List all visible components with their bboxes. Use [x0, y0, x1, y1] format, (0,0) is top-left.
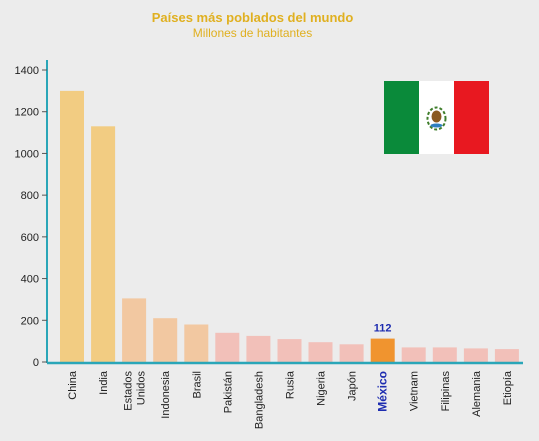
y-tick-label: 600	[21, 232, 39, 244]
coat-of-arms-wreath-icon	[426, 106, 447, 131]
bars	[60, 90, 519, 363]
x-tick-label: Pakistán	[222, 371, 234, 413]
x-tick-label: India	[98, 370, 110, 395]
y-tick-label: 200	[21, 315, 39, 327]
bar-etiopía	[494, 349, 519, 362]
data-label-mexico: 112	[374, 323, 392, 335]
x-tick-label: México	[376, 371, 390, 412]
bar-nigeria	[308, 342, 333, 362]
axes	[46, 60, 523, 365]
coat-of-arms-lake-icon	[430, 123, 443, 128]
bar-bangladesh	[246, 335, 271, 362]
x-tick-label: China	[67, 370, 79, 400]
x-tick-label: Indonesia	[160, 370, 172, 419]
y-tick-label: 400	[21, 274, 39, 286]
coat-of-arms-eagle-icon	[431, 110, 442, 123]
x-tick-label: Brasil	[191, 371, 203, 399]
y-tick-label: 1200	[15, 107, 39, 119]
x-tick-label: Etiopía	[502, 370, 514, 405]
bar-rusia	[277, 339, 302, 362]
x-tick-label: Filipinas	[440, 371, 452, 412]
y-tick-label: 800	[21, 190, 39, 202]
x-tick-label: Nigeria	[316, 370, 328, 406]
x-tick-label: Bangladesh	[253, 371, 265, 429]
x-tick-label: Rusia	[285, 370, 297, 399]
chart-title: Países más poblados del mundo	[151, 10, 354, 25]
x-tick-label: EstadosUnidos	[123, 371, 148, 411]
bar-china	[60, 90, 84, 363]
x-tick-label: Japón	[347, 371, 359, 401]
bar-méxico	[370, 338, 395, 362]
x-tick-label: Alemania	[471, 370, 483, 417]
bar-indonesia	[153, 318, 178, 362]
bar-india	[91, 126, 116, 362]
bar-estados-unidos	[122, 298, 147, 362]
y-ticks: 0 200 400 600 800 1000 1200 1400	[15, 65, 47, 369]
y-tick-label: 1000	[15, 148, 39, 160]
bar-japón	[339, 344, 364, 362]
bar-pakistán	[215, 332, 240, 362]
data-labels: 112	[374, 323, 392, 335]
bar-filipinas	[432, 347, 457, 362]
y-tick-label: 1400	[15, 65, 39, 77]
mexico-flag	[384, 81, 489, 154]
chart-subtitle: Millones de habitantes	[192, 26, 313, 40]
x-tick-labels: China India EstadosUnidos Indonesia Brasil Pa…	[67, 370, 514, 429]
bar-brasil	[184, 324, 209, 362]
flag-green-stripe	[384, 81, 419, 154]
bar-alemania	[463, 348, 488, 362]
y-tick-label: 0	[33, 357, 39, 369]
flag-red-stripe	[454, 81, 489, 154]
bar-vietnam	[401, 347, 426, 362]
x-tick-label: Vietnam	[409, 371, 421, 411]
